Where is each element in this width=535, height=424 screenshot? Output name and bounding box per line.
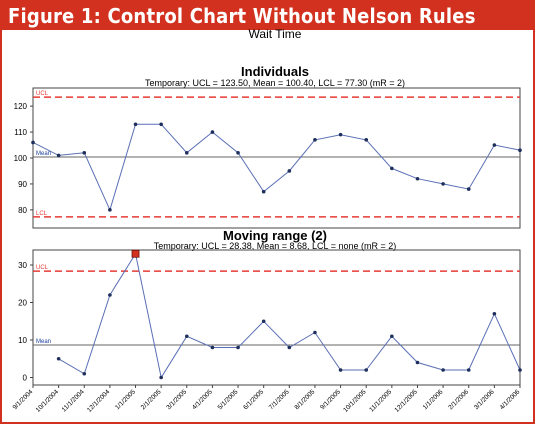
data-point-2 xyxy=(56,356,61,361)
x-tick-label: 11/1/2004 xyxy=(61,388,86,413)
lcl-label-1: LCL xyxy=(36,211,48,217)
ucl-label-1: UCL xyxy=(36,91,49,97)
data-point-2 xyxy=(184,334,189,339)
x-tick-label: 6/1/2005 xyxy=(242,388,265,411)
x-tick-label: 4/1/2006 xyxy=(499,388,522,411)
x-tick-label: 2/1/2006 xyxy=(447,388,470,411)
figure-banner: Figure 1: Control Chart Without Nelson R… xyxy=(2,2,533,30)
data-point-2 xyxy=(159,375,163,380)
x-tick-label: 12/1/2004 xyxy=(86,388,112,414)
data-point-1 xyxy=(210,130,215,134)
series-line-2 xyxy=(58,252,521,379)
x-tick-label: 11/1/2005 xyxy=(368,388,393,413)
data-point-1 xyxy=(338,132,343,137)
data-point-2 xyxy=(210,345,215,350)
x-tick-label: 4/1/2005 xyxy=(191,388,214,411)
y-tick-label-2: 20 xyxy=(18,299,27,308)
y-tick-label-1: 90 xyxy=(18,180,27,189)
x-tick-label: 9/1/2004 xyxy=(12,388,35,411)
data-point-2 xyxy=(313,330,317,335)
x-tick-label: 10/1/2004 xyxy=(35,388,61,414)
data-point-1 xyxy=(441,182,445,186)
data-point-2 xyxy=(261,319,266,324)
y-tick-label-2: 30 xyxy=(18,261,27,270)
data-point-1 xyxy=(415,176,420,181)
data-point-1 xyxy=(31,140,35,145)
data-point-2 xyxy=(390,334,394,339)
mean-label-1: Mean xyxy=(36,151,51,157)
y-tick-label-1: 120 xyxy=(14,102,28,111)
data-point-1 xyxy=(261,189,266,194)
y-tick-label-1: 80 xyxy=(18,206,27,215)
x-tick-label: 8/1/2005 xyxy=(294,388,317,411)
y-tick-label-2: 0 xyxy=(23,374,28,383)
chart-title-1: Individuals xyxy=(241,64,309,79)
figure-title: Figure 1: Control Chart Without Nelson R… xyxy=(8,4,476,28)
y-tick-label-1: 100 xyxy=(14,154,28,163)
x-tick-label: 1/1/2005 xyxy=(114,388,137,411)
data-point-1 xyxy=(364,138,369,142)
plot-area-1 xyxy=(32,87,521,229)
x-tick-label: 1/1/2006 xyxy=(422,388,445,411)
data-point-1 xyxy=(184,151,189,155)
data-point-1 xyxy=(313,138,317,142)
x-tick-label: 10/1/2005 xyxy=(342,388,368,414)
x-tick-label: 9/1/2005 xyxy=(319,388,342,411)
data-point-2 xyxy=(108,293,112,297)
data-point-1 xyxy=(82,151,87,155)
data-point-1 xyxy=(56,153,61,158)
data-point-2 xyxy=(518,368,522,372)
data-point-2 xyxy=(492,311,497,316)
ucl-label-2: UCL xyxy=(36,265,49,271)
data-point-2 xyxy=(236,345,240,350)
data-point-1 xyxy=(492,143,497,147)
data-point-1 xyxy=(133,122,138,127)
data-point-2 xyxy=(466,368,471,372)
mean-label-2: Mean xyxy=(36,339,51,345)
x-tick-label: 3/1/2006 xyxy=(473,388,496,411)
x-tick-label: 12/1/2005 xyxy=(393,388,419,414)
plot-area-2 xyxy=(32,249,521,386)
chart-title-2: Moving range (2) xyxy=(223,228,327,243)
data-point-1 xyxy=(159,122,163,127)
data-point-1 xyxy=(108,208,112,212)
data-point-1 xyxy=(518,148,522,153)
data-point-2 xyxy=(82,371,87,376)
data-point-2 xyxy=(364,368,369,372)
x-tick-label: 7/1/2005 xyxy=(268,388,291,411)
data-point-1 xyxy=(390,166,394,171)
chart-subtitle-2: Temporary: UCL = 28.38, Mean = 8.68, LCL… xyxy=(154,241,396,251)
data-point-1 xyxy=(236,151,240,155)
chart-subtitle-1: Temporary: UCL = 123.50, Mean = 100.40, … xyxy=(145,78,405,88)
x-tick-label: 3/1/2005 xyxy=(165,388,188,411)
y-tick-label-1: 110 xyxy=(14,128,27,137)
data-point-2 xyxy=(415,360,420,365)
series-line-1 xyxy=(32,123,521,212)
x-tick-label: 2/1/2005 xyxy=(140,388,163,411)
data-point-2 xyxy=(338,368,343,372)
flagged-point xyxy=(131,249,140,258)
data-point-2 xyxy=(441,368,445,372)
data-point-1 xyxy=(287,169,292,173)
data-point-2 xyxy=(287,345,292,350)
chart-suptitle: Wait Time xyxy=(249,27,302,41)
data-point-1 xyxy=(466,187,471,191)
y-tick-label-2: 10 xyxy=(18,336,27,345)
x-tick-label: 5/1/2005 xyxy=(217,388,240,411)
